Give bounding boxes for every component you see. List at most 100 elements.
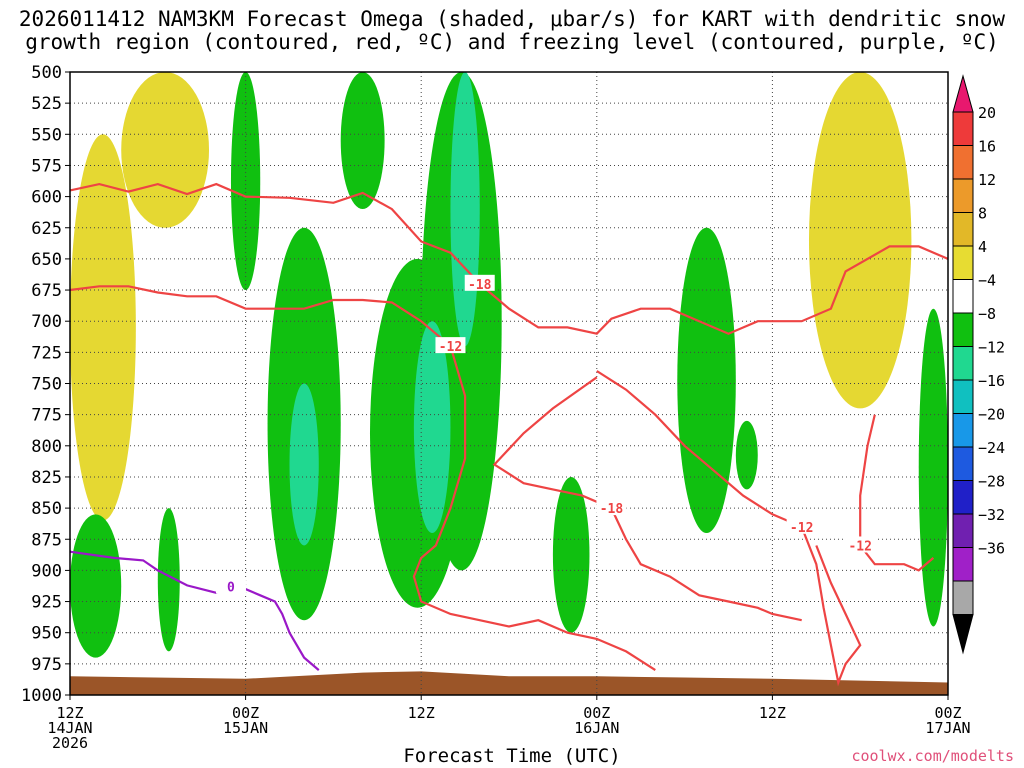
x-tick-label-48-0: 12Z xyxy=(759,704,786,722)
omega-region-sink-top-b xyxy=(340,72,385,210)
omega-region-sink-d16-c xyxy=(735,420,758,490)
y-tick-label-900: 900 xyxy=(31,561,62,581)
dgz-contour-3 xyxy=(596,370,862,687)
omega-region-sink-d15-b xyxy=(289,383,319,546)
colorbar-label-12: −32 xyxy=(978,506,1005,524)
x-tick-label-0-1: 14JAN xyxy=(47,719,92,737)
y-tick-label-975: 975 xyxy=(31,655,62,675)
colorbar-swatch-7 xyxy=(952,312,974,347)
dgz-contour-1 xyxy=(69,285,656,672)
dgz-contour-label-bg-2 xyxy=(596,499,627,516)
omega-region-sink-d16-a xyxy=(552,476,590,633)
y-tick-label-650: 650 xyxy=(31,250,62,270)
x-tick-label-60-0: 00Z xyxy=(934,704,961,722)
colorbar-swatch-1 xyxy=(952,111,974,146)
freezing-contour-label-bg-0 xyxy=(215,577,246,594)
colorbar-label-4: 4 xyxy=(978,238,987,256)
colorbar-top-arrow xyxy=(952,74,974,113)
colorbar-label-9: −20 xyxy=(978,406,1005,424)
dgz-contour-label-bg-3 xyxy=(786,517,817,534)
x-axis-label: Forecast Time (UTC) xyxy=(403,745,621,767)
y-tick-label-600: 600 xyxy=(31,188,62,208)
dgz-contour-label-bg-0 xyxy=(464,274,495,291)
omega-region-lift-early-mid xyxy=(70,134,136,521)
omega-region-sink-d17-a xyxy=(918,308,948,627)
colorbar-label-6: −8 xyxy=(978,305,996,323)
y-tick-label-850: 850 xyxy=(31,499,62,519)
x-tick-label-0-2: 2026 xyxy=(52,734,88,752)
colorbar-swatch-9 xyxy=(952,379,974,414)
y-tick-label-825: 825 xyxy=(31,468,62,488)
dgz-contour-0 xyxy=(69,182,949,335)
y-tick-label-575: 575 xyxy=(31,156,62,176)
colorbar-label-11: −28 xyxy=(978,473,1005,491)
colorbar-swatch-10 xyxy=(952,413,974,448)
credit-link[interactable]: coolwx.com/modelts xyxy=(851,747,1014,765)
y-tick-label-875: 875 xyxy=(31,530,62,550)
omega-region-sink-d16-b xyxy=(677,227,736,534)
colorbar-swatch-5 xyxy=(952,245,974,280)
dgz-contour-label-0: -18 xyxy=(468,278,492,293)
colorbar-label-13: −36 xyxy=(978,540,1005,558)
y-tick-label-925: 925 xyxy=(31,593,62,613)
omega-region-sink-top-a xyxy=(230,71,261,291)
y-tick-label-775: 775 xyxy=(31,406,62,426)
colorbar-swatch-3 xyxy=(952,178,974,213)
x-tick-label-36-0: 00Z xyxy=(583,704,610,722)
y-tick-label-725: 725 xyxy=(31,343,62,363)
colorbar-swatch-12 xyxy=(952,480,974,515)
colorbar-label-2: 12 xyxy=(978,171,996,189)
colorbar-swatch-8 xyxy=(952,346,974,381)
y-tick-label-550: 550 xyxy=(31,125,62,145)
dgz-contour-label-3: -12 xyxy=(790,521,813,536)
x-tick-label-60-1: 17JAN xyxy=(925,719,970,737)
y-tick-label-950: 950 xyxy=(31,624,62,644)
omega-region-sink-early-lower xyxy=(70,514,122,658)
omega-region-sink-lower-2 xyxy=(157,508,180,652)
omega-region-lift-late xyxy=(808,72,912,409)
colorbar-label-7: −12 xyxy=(978,339,1005,357)
x-tick-label-24-0: 12Z xyxy=(408,704,435,722)
colorbar-swatch-13 xyxy=(952,513,974,548)
dgz-contour-2 xyxy=(492,376,802,622)
x-tick-label-12-1: 15JAN xyxy=(223,719,268,737)
colorbar-label-10: −24 xyxy=(978,439,1005,457)
y-tick-label-525: 525 xyxy=(31,94,62,114)
dgz-contour-label-4: -12 xyxy=(848,539,871,554)
y-tick-label-800: 800 xyxy=(31,437,62,457)
dgz-contour-label-bg-4 xyxy=(845,536,876,553)
colorbar-swatch-4 xyxy=(952,212,974,247)
x-tick-label-12-0: 00Z xyxy=(232,704,259,722)
y-tick-label-675: 675 xyxy=(31,281,62,301)
freezing-contour-label-0: 0 xyxy=(227,581,235,596)
terrain-fill xyxy=(70,671,948,695)
omega-region-lift-early-upper xyxy=(121,72,210,228)
colorbar-swatch-14 xyxy=(952,547,974,582)
y-tick-label-750: 750 xyxy=(31,375,62,395)
colorbar-swatch-15 xyxy=(952,580,974,615)
omega-region-sink-mid-e xyxy=(450,72,480,347)
colorbar-label-1: 16 xyxy=(978,138,996,156)
dgz-contour-label-2: -18 xyxy=(600,502,624,517)
y-tick-label-700: 700 xyxy=(31,312,62,332)
x-tick-label-0-0: 12Z xyxy=(56,704,83,722)
dgz-contour-label-1: -12 xyxy=(439,340,462,355)
colorbar-label-3: 8 xyxy=(978,205,987,223)
colorbar-swatch-11 xyxy=(952,446,974,481)
colorbar-label-0: 20 xyxy=(978,104,996,122)
chart-title-line2: growth region (contoured, red, ºC) and f… xyxy=(25,30,999,54)
colorbar-bottom-arrow xyxy=(952,614,974,655)
y-tick-label-1000: 1000 xyxy=(21,686,62,706)
chart-title-line1: 2026011412 NAM3KM Forecast Omega (shaded… xyxy=(18,7,1006,31)
y-tick-label-500: 500 xyxy=(31,63,62,83)
x-tick-label-36-1: 16JAN xyxy=(574,719,619,737)
y-tick-label-625: 625 xyxy=(31,219,62,239)
dgz-contour-label-bg-1 xyxy=(435,337,466,354)
colorbar-label-5: −4 xyxy=(978,272,996,290)
dgz-contour-4 xyxy=(859,414,935,572)
colorbar-swatch-6 xyxy=(952,279,974,314)
colorbar-label-8: −16 xyxy=(978,372,1005,390)
colorbar-swatch-2 xyxy=(952,145,974,180)
omega-region-sink-mid-f xyxy=(413,321,451,534)
